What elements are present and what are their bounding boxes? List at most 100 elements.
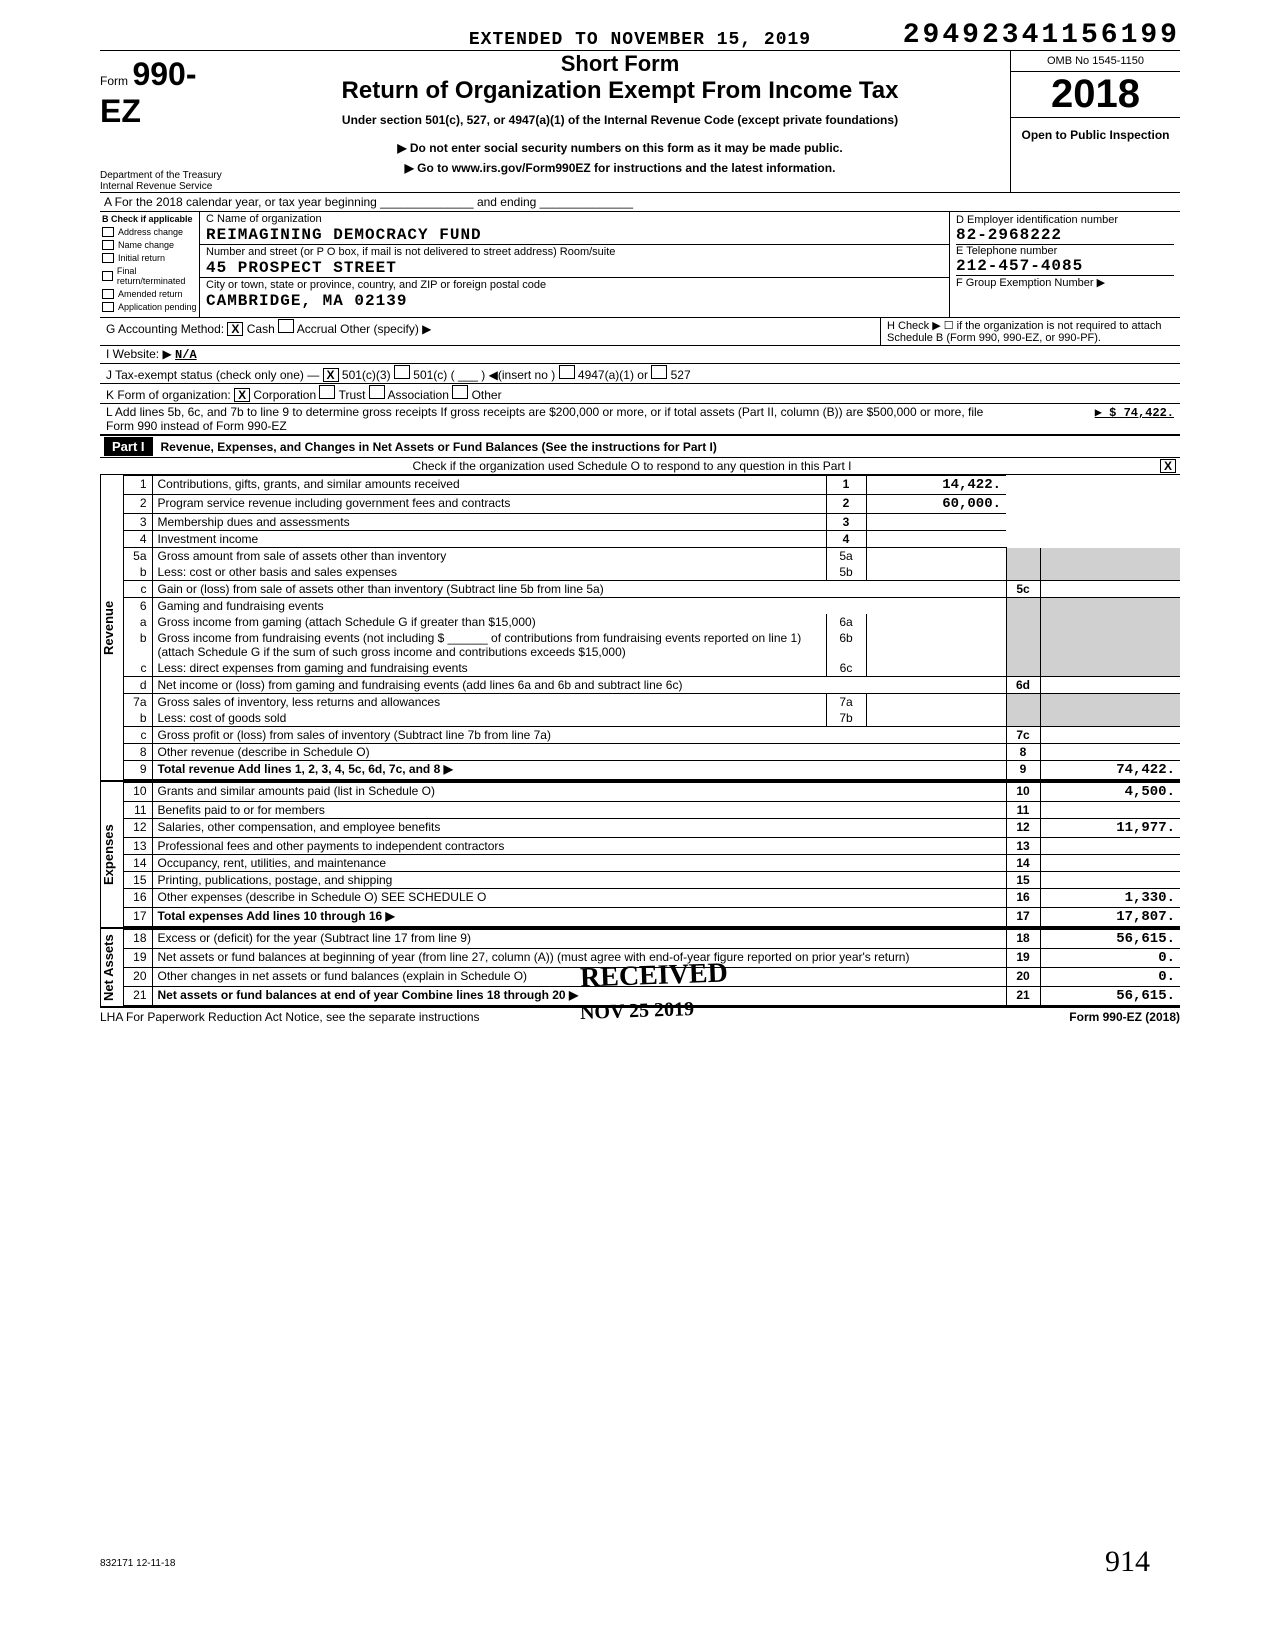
k-assoc: Association — [388, 388, 449, 402]
j-501c3-check[interactable]: X — [323, 368, 339, 382]
expenses-table: 10Grants and similar amounts paid (list … — [124, 782, 1180, 927]
form-990ez-page: 29492341156199 EXTENDED TO NOVEMBER 15, … — [0, 0, 1280, 1649]
line-a: A For the 2018 calendar year, or tax yea… — [100, 193, 1180, 212]
part1-check-text: Check if the organization used Schedule … — [104, 459, 1160, 473]
k-other-check[interactable] — [452, 385, 468, 399]
form-id-box: Form 990-EZ Department of the Treasury I… — [100, 51, 230, 192]
k-label: K Form of organization: — [106, 388, 231, 402]
line-6d: dNet income or (loss) from gaming and fu… — [124, 677, 1180, 694]
org-name-label: C Name of organization — [200, 212, 949, 226]
i-label: I Website: ▶ — [106, 347, 172, 361]
addr-label: Number and street (or P O box, if mail i… — [200, 245, 949, 259]
part1-check-row: Check if the organization used Schedule … — [100, 458, 1180, 475]
line-6c: cLess: direct expenses from gaming and f… — [124, 660, 1180, 677]
line-8: 8Other revenue (describe in Schedule O)8 — [124, 744, 1180, 761]
website-instruction: ▶ Go to www.irs.gov/Form990EZ for instru… — [240, 161, 1000, 175]
line-6b: bGross income from fundraising events (n… — [124, 630, 1180, 660]
g-label: G Accounting Method: — [106, 322, 224, 336]
dept-irs: Internal Revenue Service — [100, 181, 230, 192]
row-i: I Website: ▶ N/A — [100, 346, 1180, 364]
j-501c3: 501(c)(3) — [342, 368, 391, 382]
chk-address[interactable]: Address change — [102, 227, 197, 237]
k-assoc-check[interactable] — [369, 385, 385, 399]
line-12: 12Salaries, other compensation, and empl… — [124, 819, 1180, 838]
document-id: 29492341156199 — [903, 20, 1180, 51]
j-4947-check[interactable] — [559, 365, 575, 379]
chk-amended[interactable]: Amended return — [102, 289, 197, 299]
header-boxes: B Check if applicable Address change Nam… — [100, 212, 1180, 318]
line-9: 9Total revenue Add lines 1, 2, 3, 4, 5c,… — [124, 761, 1180, 780]
j-501c: 501(c) ( ___ ) ◀(insert no ) — [413, 368, 555, 382]
g-accrual-check[interactable] — [278, 319, 294, 333]
chk-pending[interactable]: Application pending — [102, 302, 197, 312]
chk-final[interactable]: Final return/terminated — [102, 266, 197, 286]
row-g-h: G Accounting Method: X Cash Accrual Othe… — [100, 318, 1180, 346]
footer-code: 832171 12-11-18 — [100, 1558, 175, 1569]
box-c: C Name of organization REIMAGINING DEMOC… — [200, 212, 950, 317]
line-4: 4Investment income4 — [124, 531, 1180, 548]
part1-title: Revenue, Expenses, and Changes in Net As… — [161, 440, 717, 454]
row-l: L Add lines 5b, 6c, and 7b to line 9 to … — [100, 404, 1180, 436]
box-b: B Check if applicable Address change Nam… — [100, 212, 200, 317]
line-5a: 5aGross amount from sale of assets other… — [124, 548, 1180, 565]
line-7a: 7aGross sales of inventory, less returns… — [124, 694, 1180, 711]
row-k: K Form of organization: X Corporation Tr… — [100, 384, 1180, 404]
omb-number: OMB No 1545-1150 — [1011, 51, 1180, 72]
line-17: 17Total expenses Add lines 10 through 16… — [124, 908, 1180, 927]
lha-notice: LHA For Paperwork Reduction Act Notice, … — [100, 1010, 480, 1024]
line-7b: bLess: cost of goods sold7b — [124, 710, 1180, 727]
form-number: 990-EZ — [100, 56, 197, 129]
dept-treasury: Department of the Treasury — [100, 170, 230, 181]
line-15: 15Printing, publications, postage, and s… — [124, 872, 1180, 889]
ein-label: D Employer identification number — [956, 214, 1174, 226]
part1-check[interactable]: X — [1160, 459, 1176, 473]
k-trust-check[interactable] — [319, 385, 335, 399]
city-label: City or town, state or province, country… — [200, 278, 949, 292]
open-to-public: Open to Public Inspection — [1011, 118, 1180, 152]
line-2: 2Program service revenue including gover… — [124, 495, 1180, 514]
revenue-label: Revenue — [100, 475, 124, 780]
line-10: 10Grants and similar amounts paid (list … — [124, 783, 1180, 802]
chk-initial[interactable]: Initial return — [102, 253, 197, 263]
j-527-check[interactable] — [651, 365, 667, 379]
row-j: J Tax-exempt status (check only one) — X… — [100, 364, 1180, 384]
j-501c-check[interactable] — [394, 365, 410, 379]
expenses-section: Expenses 10Grants and similar amounts pa… — [100, 782, 1180, 929]
ssn-warning: ▶ Do not enter social security numbers o… — [240, 141, 1000, 155]
line-13: 13Professional fees and other payments t… — [124, 838, 1180, 855]
chk-name[interactable]: Name change — [102, 240, 197, 250]
tel-value: 212-457-4085 — [956, 257, 1174, 275]
org-city: CAMBRIDGE, MA 02139 — [200, 292, 949, 310]
i-value: N/A — [175, 348, 197, 362]
received-stamp: RECEIVED — [579, 957, 728, 994]
title-block: Form 990-EZ Department of the Treasury I… — [100, 50, 1180, 193]
l-text: L Add lines 5b, 6c, and 7b to line 9 to … — [100, 404, 1020, 434]
line-18: 18Excess or (deficit) for the year (Subt… — [124, 930, 1180, 949]
j-4947: 4947(a)(1) or — [578, 368, 648, 382]
line-3: 3Membership dues and assessments3 — [124, 514, 1180, 531]
k-other: Other — [472, 388, 502, 402]
part1-header-row: Part I Revenue, Expenses, and Changes in… — [100, 436, 1180, 458]
g-cash: Cash — [247, 322, 275, 336]
under-section: Under section 501(c), 527, or 4947(a)(1)… — [240, 113, 1000, 127]
line-5c: cGain or (loss) from sale of assets othe… — [124, 581, 1180, 598]
org-name: REIMAGINING DEMOCRACY FUND — [200, 226, 949, 245]
box-d: D Employer identification number 82-2968… — [950, 212, 1180, 317]
revenue-section: Revenue 1Contributions, gifts, grants, a… — [100, 475, 1180, 782]
right-column: OMB No 1545-1150 2018 Open to Public Ins… — [1010, 51, 1180, 192]
line-1: 1Contributions, gifts, grants, and simil… — [124, 476, 1180, 495]
g-cash-check[interactable]: X — [227, 322, 243, 336]
j-527: 527 — [671, 368, 691, 382]
line-7c: cGross profit or (loss) from sales of in… — [124, 727, 1180, 744]
g-other: Other (specify) ▶ — [340, 322, 431, 336]
j-label: J Tax-exempt status (check only one) — — [106, 368, 319, 382]
box-b-header: B Check if applicable — [102, 214, 197, 224]
h-box: H Check ▶ ☐ if the organization is not r… — [880, 318, 1180, 345]
ein-value: 82-2968222 — [956, 226, 1174, 244]
l-amount: ▶ $ 74,422. — [1020, 404, 1180, 434]
group-exempt-label: F Group Exemption Number ▶ — [956, 275, 1174, 289]
k-corp-check[interactable]: X — [234, 388, 250, 402]
line-6a: aGross income from gaming (attach Schedu… — [124, 614, 1180, 630]
line-6: 6Gaming and fundraising events — [124, 598, 1180, 615]
revenue-table: 1Contributions, gifts, grants, and simil… — [124, 475, 1180, 780]
